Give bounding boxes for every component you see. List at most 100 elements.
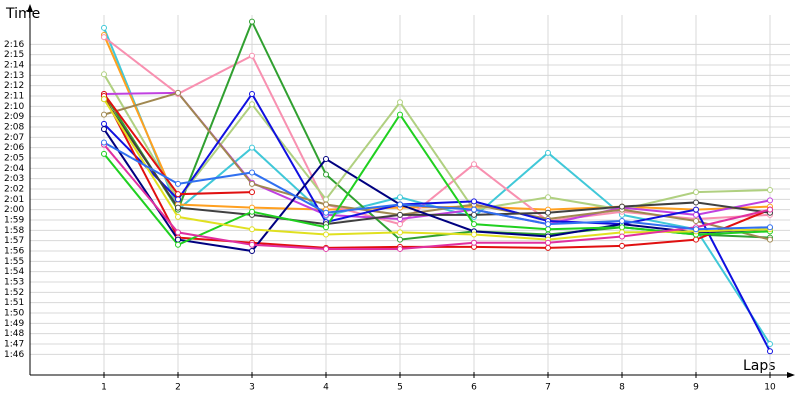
data-point: [397, 229, 403, 236]
data-point: [545, 244, 551, 251]
data-point: [767, 341, 773, 348]
data-point: [397, 245, 403, 252]
data-point: [249, 52, 255, 59]
data-point: [249, 169, 255, 176]
series-line: [103, 34, 771, 211]
data-point: [101, 126, 107, 133]
data-point: [767, 187, 773, 194]
series-line: [103, 92, 771, 352]
x-tick-label: 4: [323, 383, 329, 393]
data-point: [249, 101, 255, 108]
data-point: [323, 209, 329, 216]
y-tick-label: 1:51: [4, 298, 24, 308]
data-point: [323, 171, 329, 178]
data-point: [767, 206, 773, 213]
data-point: [619, 203, 625, 210]
data-point: [175, 196, 181, 203]
data-point: [249, 241, 255, 248]
data-point: [471, 239, 477, 246]
data-point: [101, 111, 107, 118]
y-tick-label: 2:16: [4, 40, 24, 50]
data-point: [397, 221, 403, 228]
series-line: [103, 95, 771, 249]
data-point: [249, 90, 255, 97]
y-tick-label: 1:55: [4, 257, 24, 267]
y-tick-label: 1:50: [4, 309, 24, 319]
x-tick-label: 8: [619, 383, 625, 393]
data-point: [323, 224, 329, 231]
data-point: [323, 156, 329, 163]
series-line: [103, 128, 771, 253]
data-point: [471, 231, 477, 238]
y-tick-label: 2:07: [4, 133, 24, 143]
data-point: [471, 211, 477, 218]
data-point: [397, 111, 403, 118]
y-tick-label: 1:53: [4, 278, 24, 288]
data-point: [693, 211, 699, 218]
y-tick-label: 1:49: [4, 319, 24, 329]
series-line: [103, 73, 771, 211]
series-line: [103, 98, 771, 226]
y-tick-label: 2:04: [4, 164, 24, 174]
series-line: [103, 112, 771, 247]
y-tick-label: 1:57: [4, 236, 24, 246]
series-line: [103, 141, 771, 231]
data-point: [175, 236, 181, 243]
y-tick-label: 1:56: [4, 247, 24, 257]
y-tick-label: 1:52: [4, 288, 24, 298]
data-point: [175, 241, 181, 248]
data-point: [249, 18, 255, 25]
data-point: [101, 71, 107, 78]
data-point: [693, 189, 699, 196]
series-line: [103, 143, 771, 250]
data-point: [693, 206, 699, 213]
y-tick-label: 2:05: [4, 154, 24, 164]
y-tick-label: 2:03: [4, 174, 24, 184]
data-point: [101, 24, 107, 31]
data-point: [175, 180, 181, 187]
data-point: [471, 161, 477, 168]
data-point: [101, 139, 107, 146]
x-axis-title: Laps: [743, 358, 776, 374]
data-point: [471, 221, 477, 228]
data-point: [101, 34, 107, 41]
y-tick-label: 2:01: [4, 195, 24, 205]
data-point: [545, 239, 551, 246]
data-point: [619, 224, 625, 231]
data-point: [693, 236, 699, 243]
data-point: [101, 96, 107, 103]
y-tick-label: 1:54: [4, 267, 24, 277]
data-point: [175, 89, 181, 96]
data-point: [323, 196, 329, 203]
x-tick-label: 3: [249, 383, 255, 393]
data-point: [323, 201, 329, 208]
data-point: [397, 201, 403, 208]
data-point: [693, 218, 699, 225]
y-tick-label: 2:12: [4, 81, 24, 91]
data-point: [249, 144, 255, 151]
y-tick-label: 2:11: [4, 92, 24, 102]
y-tick-label: 2:08: [4, 123, 24, 133]
axis-arrow: [787, 372, 795, 378]
y-tick-label: 2:13: [4, 71, 24, 81]
y-tick-label: 1:48: [4, 329, 24, 339]
data-point: [397, 194, 403, 201]
data-point: [545, 226, 551, 233]
data-point: [397, 211, 403, 218]
data-point: [101, 120, 107, 127]
data-point: [767, 348, 773, 355]
data-point: [545, 194, 551, 201]
y-tick-label: 1:59: [4, 216, 24, 226]
y-tick-label: 2:02: [4, 185, 24, 195]
data-point: [767, 197, 773, 204]
y-tick-label: 1:46: [4, 350, 24, 360]
y-tick-label: 2:15: [4, 50, 24, 60]
y-tick-label: 2:10: [4, 102, 24, 112]
data-point: [619, 218, 625, 225]
data-point: [471, 206, 477, 213]
data-point: [545, 221, 551, 228]
data-point: [545, 209, 551, 216]
series-line: [103, 91, 771, 241]
data-point: [249, 208, 255, 215]
y-tick-label: 1:47: [4, 340, 24, 350]
